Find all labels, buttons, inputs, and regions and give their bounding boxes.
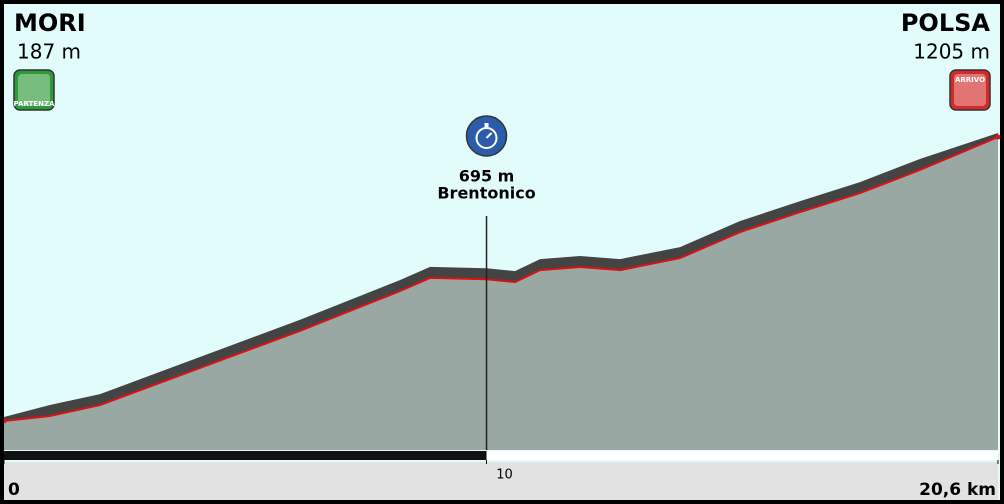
distance-done	[4, 451, 487, 460]
finish-icon-inner	[954, 74, 986, 106]
stopwatch-face	[475, 127, 498, 149]
start-icon-inner	[18, 74, 50, 106]
stopwatch-icon	[465, 115, 508, 157]
start-name: MORI	[14, 9, 86, 37]
profile-area	[4, 137, 998, 450]
finish-name: POLSA	[901, 9, 991, 37]
finish-marker	[995, 134, 1001, 140]
profile-edge	[4, 133, 998, 421]
stopwatch-hand	[485, 132, 493, 139]
stopwatch-button	[484, 123, 489, 127]
road-line	[3, 136, 999, 422]
point-elevation: 695 m	[459, 167, 515, 186]
start-icon	[13, 69, 55, 111]
start-icon-label: PARTENZA	[14, 100, 55, 108]
distance-bar	[4, 451, 998, 460]
x-tick-label: 10	[496, 468, 513, 483]
finish-elevation: 1205 m	[913, 40, 990, 64]
finish-icon	[949, 69, 991, 111]
x-tick-label: 0	[8, 480, 20, 500]
point-name: Brentonico	[437, 184, 535, 203]
x-tick-label: 20,6 km	[919, 480, 996, 500]
finish-icon-label: ARRIVO	[955, 76, 985, 84]
axis-strip	[4, 462, 998, 500]
start-elevation: 187 m	[17, 40, 81, 64]
